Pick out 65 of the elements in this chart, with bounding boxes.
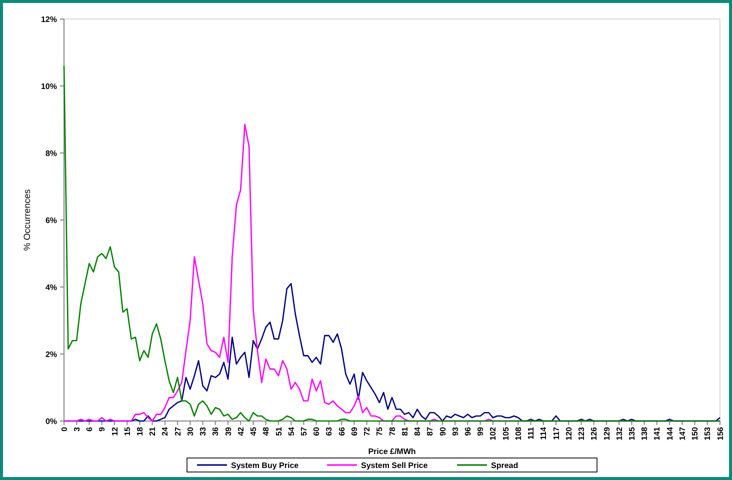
x-tick-label: 138 (640, 426, 650, 440)
x-tick-label: 6 (85, 426, 94, 432)
x-tick-label: 48 (262, 426, 271, 436)
x-tick-label: 141 (652, 426, 662, 440)
x-tick-label: 9 (98, 426, 107, 432)
x-tick-label: 21 (148, 426, 158, 436)
x-tick-label: 153 (703, 426, 712, 440)
x-tick-label: 132 (614, 426, 624, 440)
x-tick-label: 120 (564, 426, 574, 440)
legend-label: System Sell Price (361, 460, 428, 470)
x-tick-label: 66 (337, 426, 346, 436)
x-tick-label: 78 (388, 426, 397, 436)
legend-label: Spread (491, 460, 518, 470)
x-tick-label: 36 (211, 426, 220, 436)
x-tick-label: 45 (249, 426, 258, 436)
y-axis-title: % Occurrences (22, 188, 32, 251)
x-tick-label: 105 (501, 426, 510, 440)
x-tick-label: 150 (690, 426, 700, 440)
x-tick-label: 63 (324, 426, 334, 436)
y-tick-label: 12% (40, 14, 57, 24)
x-tick-label: 144 (665, 426, 674, 440)
x-tick-label: 147 (678, 426, 687, 440)
legend-label: System Buy Price (231, 460, 300, 470)
x-tick-label: 111 (526, 426, 536, 440)
y-tick-label: 6% (45, 216, 57, 225)
x-tick-label: 42 (236, 426, 246, 436)
x-tick-label: 135 (627, 426, 636, 440)
x-tick-label: 60 (312, 426, 322, 436)
x-tick-label: 117 (552, 426, 561, 440)
x-tick-label: 30 (186, 426, 195, 436)
x-axis-title: Price £/MWh (368, 447, 416, 456)
x-tick-label: 15 (122, 426, 132, 436)
x-tick-label: 114 (539, 426, 548, 440)
x-tick-label: 129 (602, 426, 612, 440)
x-tick-label: 156 (716, 426, 725, 440)
x-tick-label: 99 (476, 426, 486, 436)
x-tick-label: 39 (224, 426, 233, 436)
x-tick-label: 93 (450, 426, 460, 436)
x-tick-label: 81 (400, 426, 410, 436)
x-tick-label: 12 (110, 426, 120, 436)
y-tick-label: 2% (45, 350, 57, 359)
x-tick-label: 27 (173, 426, 182, 436)
x-tick-label: 69 (350, 426, 359, 436)
x-tick-label: 96 (463, 426, 472, 436)
x-tick-label: 57 (299, 426, 308, 436)
x-tick-label: 123 (577, 426, 586, 440)
x-tick-label: 51 (274, 426, 284, 436)
y-tick-label: 8% (45, 148, 57, 158)
y-tick-label: 10% (40, 82, 57, 91)
x-tick-label: 75 (375, 426, 384, 436)
x-tick-label: 102 (488, 426, 498, 440)
x-tick-label: 24 (160, 426, 170, 436)
x-tick-label: 90 (438, 426, 448, 436)
y-tick-label: 4% (45, 282, 57, 292)
x-tick-label: 87 (426, 426, 435, 436)
x-tick-label: 126 (590, 426, 599, 440)
x-tick-label: 84 (413, 426, 422, 436)
x-tick-label: 18 (135, 426, 144, 436)
x-tick-label: 33 (198, 426, 208, 436)
x-tick-label: 0 (60, 426, 69, 432)
x-tick-label: 54 (286, 426, 296, 436)
y-tick-label: 0% (45, 416, 57, 426)
x-tick-label: 108 (514, 426, 523, 440)
x-tick-label: 3 (72, 426, 82, 432)
x-tick-label: 72 (362, 426, 372, 436)
